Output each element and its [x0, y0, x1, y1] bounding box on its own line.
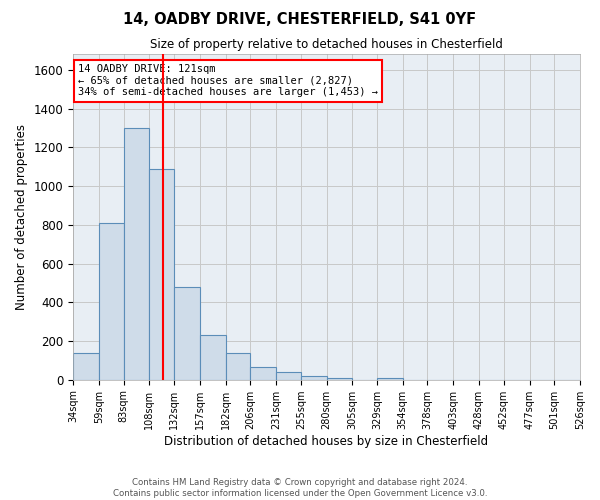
Text: 14, OADBY DRIVE, CHESTERFIELD, S41 0YF: 14, OADBY DRIVE, CHESTERFIELD, S41 0YF [124, 12, 476, 28]
Bar [99, 223, 124, 380]
Bar [73, 352, 99, 380]
Y-axis label: Number of detached properties: Number of detached properties [15, 124, 28, 310]
Bar [377, 378, 403, 380]
Bar [226, 352, 250, 380]
Bar [301, 376, 326, 380]
Text: Contains HM Land Registry data © Crown copyright and database right 2024.
Contai: Contains HM Land Registry data © Crown c… [113, 478, 487, 498]
Bar [124, 128, 149, 380]
Bar [250, 367, 276, 380]
Bar [276, 372, 301, 380]
Bar [200, 335, 226, 380]
Bar [326, 378, 352, 380]
Title: Size of property relative to detached houses in Chesterfield: Size of property relative to detached ho… [150, 38, 503, 51]
Bar [174, 287, 200, 380]
Bar [149, 168, 174, 380]
Text: 14 OADBY DRIVE: 121sqm
← 65% of detached houses are smaller (2,827)
34% of semi-: 14 OADBY DRIVE: 121sqm ← 65% of detached… [78, 64, 378, 98]
X-axis label: Distribution of detached houses by size in Chesterfield: Distribution of detached houses by size … [164, 434, 488, 448]
